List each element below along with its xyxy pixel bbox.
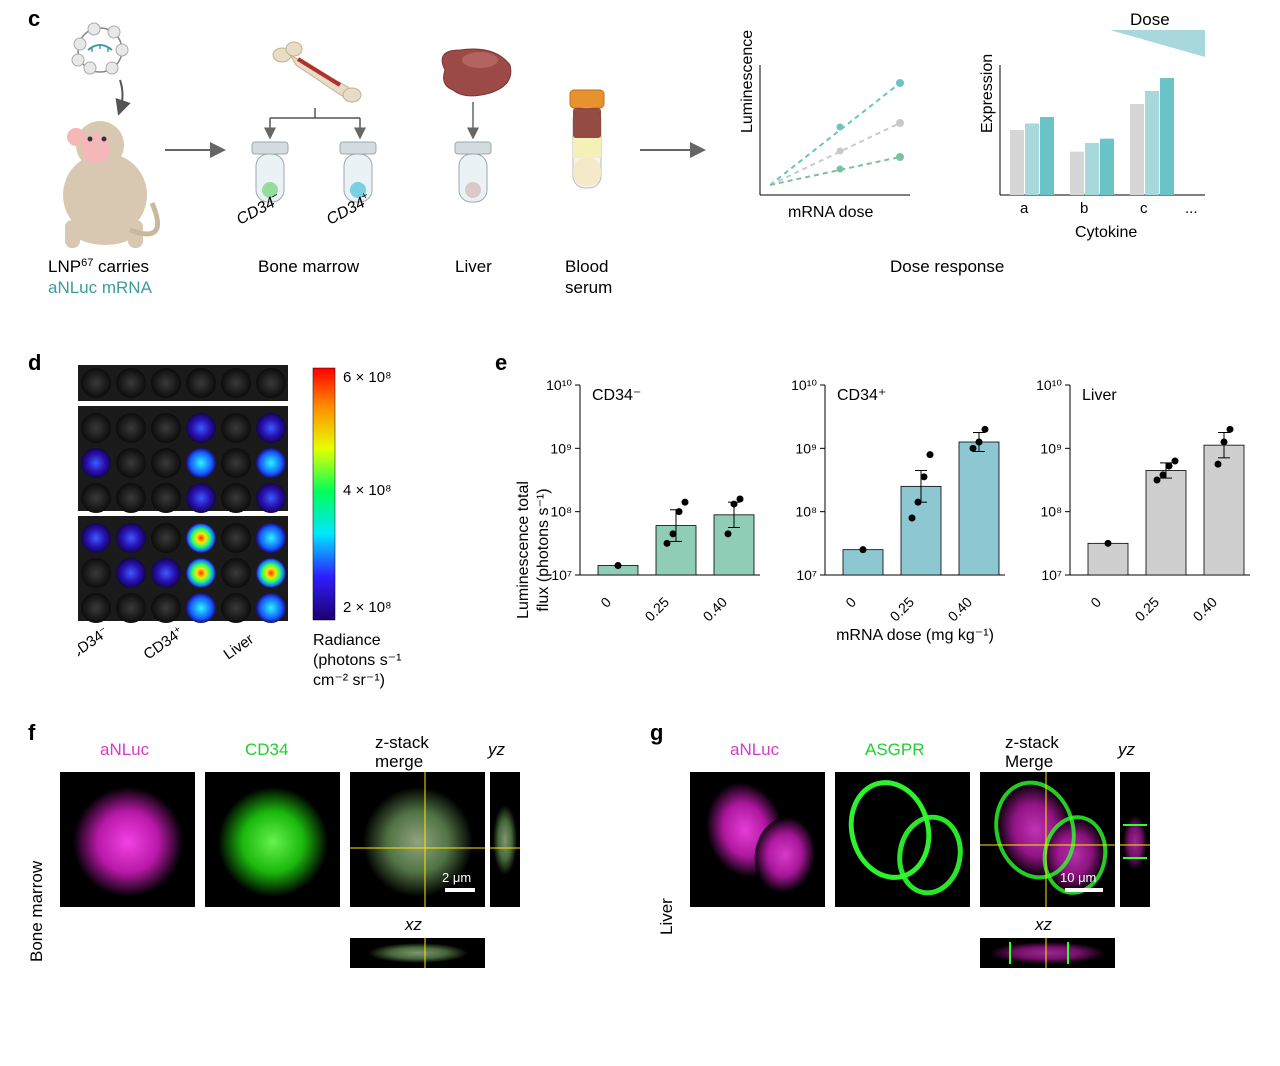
bone-icon xyxy=(273,42,361,102)
svg-text:mRNA dose (mg kg⁻¹): mRNA dose (mg kg⁻¹) xyxy=(836,627,994,644)
svg-text:xz: xz xyxy=(1034,915,1053,934)
panel-c-schematic: LNP67 carries aNLuc mRNA CD34− CD34+ Bon… xyxy=(40,10,1250,310)
svg-text:Expression: Expression xyxy=(979,54,996,133)
svg-text:10⁸: 10⁸ xyxy=(1041,504,1063,520)
liver-icon xyxy=(442,49,511,96)
svg-text:(photons s⁻¹: (photons s⁻¹ xyxy=(313,652,401,669)
svg-text:yz: yz xyxy=(1117,740,1136,759)
svg-text:aNLuc: aNLuc xyxy=(730,740,780,759)
dose-response-label: Dose response xyxy=(890,257,1004,276)
svg-text:4 × 10⁸: 4 × 10⁸ xyxy=(343,482,391,499)
svg-text:0: 0 xyxy=(842,594,859,611)
svg-text:Dose: Dose xyxy=(1130,10,1170,29)
svg-text:Cytokine: Cytokine xyxy=(1075,224,1137,241)
svg-text:10¹⁰: 10¹⁰ xyxy=(791,377,817,393)
svg-text:b: b xyxy=(1080,200,1088,217)
svg-text:a: a xyxy=(1020,200,1029,217)
svg-text:10¹⁰: 10¹⁰ xyxy=(546,377,572,393)
svg-text:Bone marrow: Bone marrow xyxy=(30,860,46,962)
panel-g-images: Liver aNLuc ASGPR z-stack Merge yz 10 μm… xyxy=(660,730,1270,1040)
svg-text:0.25: 0.25 xyxy=(642,594,673,625)
svg-text:Luminescence: Luminescence xyxy=(739,30,756,133)
blood-label2: serum xyxy=(565,278,612,297)
blood-tube-icon xyxy=(570,90,604,188)
svg-text:2 μm: 2 μm xyxy=(442,870,471,885)
svg-text:c: c xyxy=(1140,200,1148,217)
svg-text:CD34⁻: CD34⁻ xyxy=(592,387,641,404)
monkey-icon xyxy=(63,121,158,248)
svg-text:10⁷: 10⁷ xyxy=(551,567,572,583)
svg-text:10⁹: 10⁹ xyxy=(1040,440,1062,456)
liver-label: Liver xyxy=(455,257,492,276)
tube-icon xyxy=(455,142,491,202)
svg-text:10¹⁰: 10¹⁰ xyxy=(1036,377,1062,393)
schematic-bar-chart: Dose Expression Cytokine a b c ... xyxy=(979,10,1205,241)
svg-text:0: 0 xyxy=(597,594,614,611)
svg-text:Radiance: Radiance xyxy=(313,632,381,649)
panel-d-label: d xyxy=(28,350,41,376)
svg-text:10⁹: 10⁹ xyxy=(795,440,817,456)
svg-text:6 × 10⁸: 6 × 10⁸ xyxy=(343,369,391,386)
svg-text:10 μm: 10 μm xyxy=(1060,870,1096,885)
svg-text:0: 0 xyxy=(1087,594,1104,611)
lnp-text-l1: LNP67 carries xyxy=(48,257,149,276)
svg-text:10⁷: 10⁷ xyxy=(796,567,817,583)
svg-text:Luminescence total: Luminescence total xyxy=(515,481,532,619)
lnp-text-l2: aNLuc mRNA xyxy=(48,278,153,297)
blood-label1: Blood xyxy=(565,257,608,276)
svg-text:10⁸: 10⁸ xyxy=(551,504,573,520)
schematic-line-chart: Luminescence mRNA dose xyxy=(739,30,910,221)
svg-text:xz: xz xyxy=(404,915,423,934)
panel-e-charts: Luminescence totalflux (photons s⁻¹)10⁷1… xyxy=(510,365,1270,675)
svg-text:Merge: Merge xyxy=(1005,752,1053,771)
panel-c-label: c xyxy=(28,6,40,32)
svg-text:z-stack: z-stack xyxy=(1005,733,1059,752)
bm-label: Bone marrow xyxy=(258,257,360,276)
svg-text:10⁸: 10⁸ xyxy=(796,504,818,520)
svg-text:mRNA dose: mRNA dose xyxy=(788,204,873,221)
svg-text:0.40: 0.40 xyxy=(700,594,731,625)
svg-text:yz: yz xyxy=(487,740,506,759)
panel-d-heatmap: mRNA dose (mg kg⁻¹) 0 0.25 0.40 xyxy=(78,360,498,690)
svg-text:CD34: CD34 xyxy=(245,740,288,759)
svg-text:z-stack: z-stack xyxy=(375,733,429,752)
svg-text:flux (photons s⁻¹): flux (photons s⁻¹) xyxy=(535,488,552,611)
svg-text:...: ... xyxy=(1185,200,1198,217)
svg-text:Liver: Liver xyxy=(1082,387,1117,404)
svg-text:CD34−: CD34− xyxy=(78,624,112,663)
panel-f-images: Bone marrow aNLuc CD34 z-stack merge yz … xyxy=(30,730,640,1040)
svg-text:2 × 10⁸: 2 × 10⁸ xyxy=(343,599,391,616)
svg-text:aNLuc: aNLuc xyxy=(100,740,150,759)
tube-icon xyxy=(340,142,376,202)
svg-text:merge: merge xyxy=(375,752,423,771)
bracket-icon xyxy=(270,108,360,135)
svg-text:cm⁻² sr⁻¹): cm⁻² sr⁻¹) xyxy=(313,672,385,689)
svg-text:Liver: Liver xyxy=(221,631,257,664)
svg-text:0.25: 0.25 xyxy=(1132,594,1163,625)
svg-text:CD34⁺: CD34⁺ xyxy=(837,387,886,404)
svg-text:Liver: Liver xyxy=(660,898,676,935)
svg-text:0.40: 0.40 xyxy=(945,594,976,625)
svg-text:0.40: 0.40 xyxy=(1190,594,1221,625)
svg-text:10⁹: 10⁹ xyxy=(550,440,572,456)
lnp-icon xyxy=(72,23,128,110)
svg-text:CD34+: CD34+ xyxy=(141,624,187,663)
svg-text:ASGPR: ASGPR xyxy=(865,740,925,759)
panel-e-label: e xyxy=(495,350,507,376)
svg-text:10⁷: 10⁷ xyxy=(1041,567,1062,583)
svg-text:0.25: 0.25 xyxy=(887,594,918,625)
